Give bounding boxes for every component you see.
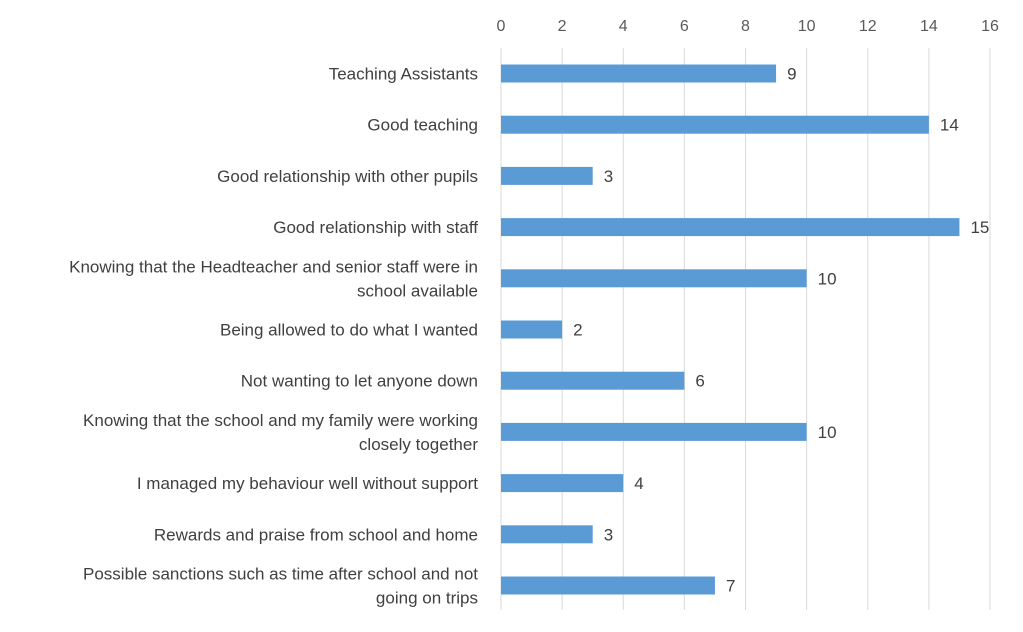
data-label-8: 4 (634, 474, 643, 493)
data-label-7: 10 (818, 423, 837, 442)
x-tick-label-0: 0 (497, 18, 506, 35)
category-label-10-line-1: Possible sanctions such as time after sc… (83, 565, 478, 584)
bar-7 (501, 422, 807, 441)
category-label-6: Not wanting to let anyone down (241, 372, 478, 391)
bar-2 (501, 166, 593, 185)
x-tick-label-12: 12 (859, 18, 877, 35)
bar-6 (501, 371, 685, 390)
gridlines (500, 48, 991, 610)
category-label-4-line-1: Knowing that the Headteacher and senior … (69, 257, 478, 276)
category-labels: Teaching Assistants Good teaching Good rel… (69, 65, 478, 608)
x-axis-ticks: 0 2 4 6 8 10 12 14 16 (497, 18, 999, 35)
x-tick-label-6: 6 (680, 18, 689, 35)
category-label-8: I managed my behaviour well without supp… (137, 474, 478, 493)
bar-8 (501, 474, 624, 493)
category-label-3: Good relationship with staff (273, 218, 478, 237)
category-label-0: Teaching Assistants (329, 65, 478, 84)
bar-0 (501, 64, 777, 83)
category-label-5: Being allowed to do what I wanted (220, 321, 478, 340)
x-tick-label-4: 4 (619, 18, 628, 35)
category-label-10-line-2: going on trips (376, 589, 478, 608)
category-label-1: Good teaching (367, 116, 478, 135)
data-label-1: 14 (940, 116, 959, 135)
data-label-5: 2 (573, 321, 582, 340)
data-label-6: 6 (695, 372, 704, 391)
category-label-7-line-2: closely together (359, 435, 478, 454)
data-label-2: 3 (604, 167, 613, 186)
bars (501, 64, 960, 595)
category-label-4-line-2: school available (357, 281, 478, 300)
bar-10 (501, 576, 715, 595)
data-label-0: 9 (787, 65, 796, 84)
data-label-3: 15 (970, 218, 989, 237)
category-label-2: Good relationship with other pupils (217, 167, 478, 186)
data-label-10: 7 (726, 577, 735, 596)
bar-5 (501, 320, 563, 339)
bar-1 (501, 115, 929, 134)
x-tick-label-14: 14 (920, 18, 938, 35)
category-label-9: Rewards and praise from school and home (154, 525, 478, 544)
bar-4 (501, 269, 807, 288)
x-tick-label-16: 16 (981, 18, 999, 35)
data-label-9: 3 (604, 525, 613, 544)
bar-3 (501, 218, 960, 237)
x-tick-label-2: 2 (558, 18, 567, 35)
bar-9 (501, 525, 593, 544)
x-tick-label-8: 8 (741, 18, 750, 35)
data-label-4: 10 (818, 269, 837, 288)
category-label-7-line-1: Knowing that the school and my family we… (83, 411, 478, 430)
x-tick-label-10: 10 (798, 18, 816, 35)
data-labels: 9 14 3 15 10 2 6 10 4 3 7 (573, 65, 989, 596)
